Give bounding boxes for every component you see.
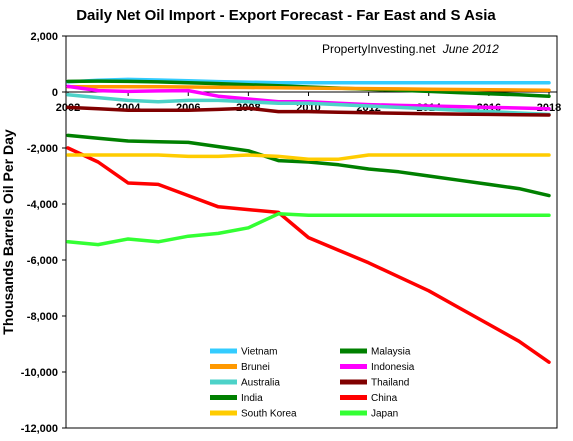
legend-item-indonesia: Indonesia bbox=[340, 362, 415, 373]
series-line-china bbox=[66, 146, 551, 364]
legend-label: India bbox=[241, 393, 263, 404]
x-tick-label: 2004 bbox=[116, 102, 141, 114]
legend-item-china: China bbox=[340, 393, 398, 404]
plot-area: 2,000 0 -2,000 -4,000 -6,000 -8,000 -10,000 -12… bbox=[21, 31, 562, 435]
y-tick-label: -8,000 bbox=[27, 311, 58, 323]
chart-title: Daily Net Oil Import - Export Forecast -… bbox=[76, 7, 496, 24]
series-line-brunei bbox=[66, 84, 551, 93]
legend-item-thailand: Thailand bbox=[340, 378, 409, 389]
legend-item-brunei: Brunei bbox=[210, 362, 270, 373]
series-line-india bbox=[66, 133, 551, 198]
series-line-south-korea bbox=[66, 153, 551, 161]
source-date: June 2012 bbox=[442, 42, 499, 56]
source-name: PropertyInvesting.net bbox=[322, 42, 436, 56]
legend: Vietnam Malaysia Brunei Indonesia Australia T… bbox=[210, 347, 415, 420]
series-line-australia bbox=[66, 93, 551, 117]
y-axis-label: Thousands Barrels Oil Per Day bbox=[0, 129, 16, 335]
legend-item-vietnam: Vietnam bbox=[210, 347, 278, 358]
legend-item-india: India bbox=[210, 393, 263, 404]
legend-label: Japan bbox=[371, 409, 398, 420]
series-line-thailand bbox=[66, 105, 551, 117]
x-tick-label: 2006 bbox=[176, 102, 200, 114]
y-tick-label: -6,000 bbox=[27, 255, 58, 267]
legend-label: Vietnam bbox=[241, 347, 278, 358]
series-line-vietnam bbox=[66, 77, 551, 85]
legend-item-south-korea: South Korea bbox=[210, 409, 297, 420]
series-line-japan bbox=[66, 212, 551, 247]
y-tick-label: -4,000 bbox=[27, 199, 58, 211]
legend-item-australia: Australia bbox=[210, 378, 280, 389]
legend-item-japan: Japan bbox=[340, 409, 398, 420]
legend-label: South Korea bbox=[241, 409, 297, 420]
y-tick-label: -10,000 bbox=[21, 367, 58, 379]
legend-label: China bbox=[371, 393, 398, 404]
y-tick-label: -2,000 bbox=[27, 143, 58, 155]
legend-item-malaysia: Malaysia bbox=[340, 347, 411, 358]
y-tick-label: 0 bbox=[52, 87, 58, 99]
y-tick-label: -12,000 bbox=[21, 423, 58, 435]
y-tick-label: 2,000 bbox=[30, 31, 58, 43]
legend-label: Australia bbox=[241, 378, 280, 389]
legend-label: Thailand bbox=[371, 378, 409, 389]
legend-label: Brunei bbox=[241, 362, 270, 373]
legend-label: Malaysia bbox=[371, 347, 411, 358]
legend-label: Indonesia bbox=[371, 362, 415, 373]
source-annotation: PropertyInvesting.net June 2012 bbox=[322, 42, 499, 56]
